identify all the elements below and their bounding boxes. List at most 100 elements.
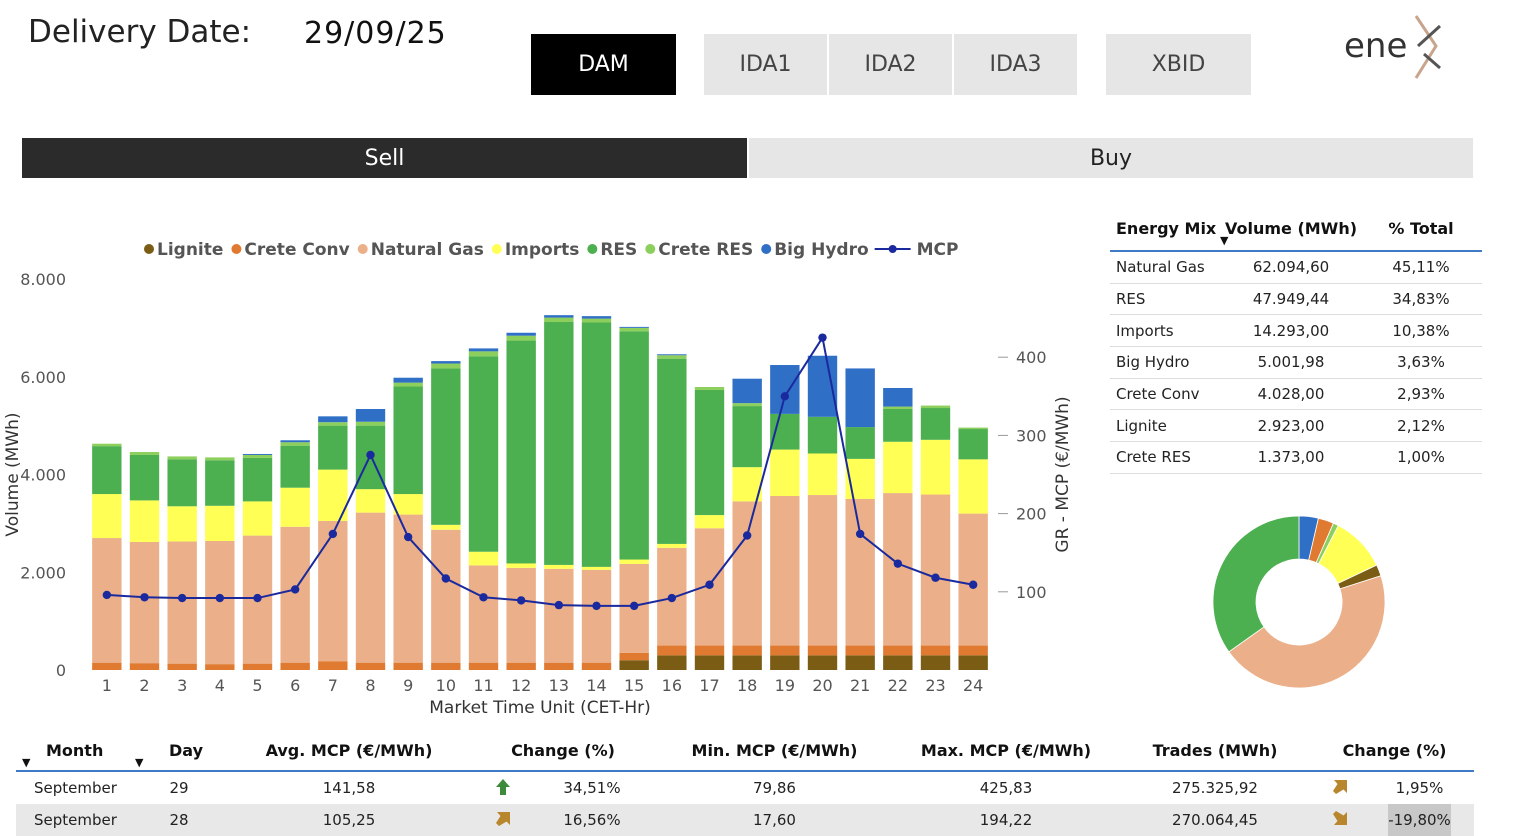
bar-segment-big-hydro[interactable]	[770, 365, 800, 414]
bar-segment-imports[interactable]	[92, 494, 122, 539]
bar-segment-imports[interactable]	[544, 564, 574, 569]
bar-segment-natural-gas[interactable]	[92, 538, 122, 663]
bar-segment-big-hydro[interactable]	[318, 416, 348, 423]
bar-segment-imports[interactable]	[770, 449, 800, 497]
mcp-point[interactable]	[629, 601, 639, 611]
donut-slice-natural-gas[interactable]	[1228, 575, 1386, 689]
bar-segment-crete-res[interactable]	[958, 427, 988, 430]
bar-segment-imports[interactable]	[280, 487, 310, 527]
bar-segment-imports[interactable]	[129, 500, 160, 542]
bar-segment-crete-res[interactable]	[619, 327, 649, 332]
bar-segment-crete-conv[interactable]	[807, 645, 838, 656]
bar-segment-natural-gas[interactable]	[506, 567, 536, 663]
bar-segment-big-hydro[interactable]	[280, 440, 310, 443]
bar-segment-crete-conv[interactable]	[657, 645, 687, 656]
energy-mix-row[interactable]: Natural Gas 62.094,60 45,11%	[1110, 252, 1482, 284]
bar-segment-imports[interactable]	[883, 441, 913, 494]
legend-item[interactable]: Imports	[491, 240, 580, 260]
donut-slice-res[interactable]	[1212, 515, 1300, 653]
market-button-xbid[interactable]: XBID	[1106, 34, 1251, 95]
bar-segment-imports[interactable]	[205, 505, 235, 541]
bar-segment-res[interactable]	[657, 358, 687, 544]
bar-segment-natural-gas[interactable]	[167, 541, 197, 664]
mcp-point[interactable]	[855, 529, 865, 539]
bar-segment-res[interactable]	[506, 340, 536, 564]
day-sort-icon[interactable]: ▼	[135, 756, 144, 769]
bar-segment-res[interactable]	[242, 457, 273, 502]
bar-segment-big-hydro[interactable]	[355, 409, 386, 422]
bar-segment-crete-res[interactable]	[205, 457, 235, 461]
sort-desc-icon[interactable]: ▼	[1220, 234, 1229, 247]
header-max-mcp[interactable]: Max. MCP (€/MWh)	[920, 740, 1092, 760]
bar-segment-natural-gas[interactable]	[807, 495, 838, 646]
bar-segment-lignite[interactable]	[657, 655, 687, 670]
bar-segment-imports[interactable]	[167, 506, 197, 542]
bar-segment-natural-gas[interactable]	[581, 569, 612, 663]
mcp-point[interactable]	[102, 590, 112, 600]
bar-segment-lignite[interactable]	[732, 655, 762, 670]
mcp-point[interactable]	[705, 580, 714, 589]
bar-segment-imports[interactable]	[242, 501, 273, 536]
bar-segment-crete-res[interactable]	[280, 442, 310, 446]
bar-segment-crete-res[interactable]	[581, 318, 612, 323]
mcp-point[interactable]	[818, 333, 827, 342]
mcp-point[interactable]	[441, 574, 451, 583]
bar-segment-crete-conv[interactable]	[431, 662, 461, 670]
bar-segment-lignite[interactable]	[958, 655, 988, 670]
mcp-point[interactable]	[516, 596, 526, 605]
bar-segment-crete-conv[interactable]	[958, 645, 988, 656]
bar-segment-natural-gas[interactable]	[770, 496, 800, 646]
energy-mix-row[interactable]: Imports 14.293,00 10,38%	[1110, 315, 1482, 348]
market-button-ida2[interactable]: IDA2	[829, 34, 952, 95]
bar-segment-crete-conv[interactable]	[544, 662, 574, 670]
bar-segment-lignite[interactable]	[920, 655, 951, 670]
bar-segment-natural-gas[interactable]	[318, 520, 348, 662]
bar-segment-crete-conv[interactable]	[205, 664, 235, 670]
bar-segment-res[interactable]	[431, 368, 461, 525]
bar-segment-crete-res[interactable]	[242, 454, 273, 458]
bar-segment-big-hydro[interactable]	[732, 378, 762, 404]
bar-segment-natural-gas[interactable]	[431, 529, 461, 663]
bar-segment-crete-conv[interactable]	[355, 662, 386, 670]
legend-item[interactable]: RES	[587, 240, 637, 260]
bar-segment-imports[interactable]	[506, 563, 536, 568]
bar-segment-crete-res[interactable]	[468, 351, 499, 357]
bar-segment-res[interactable]	[883, 409, 913, 442]
bar-segment-res[interactable]	[694, 389, 725, 516]
bar-segment-crete-conv[interactable]	[167, 663, 197, 670]
bar-segment-natural-gas[interactable]	[205, 540, 235, 665]
bar-segment-crete-res[interactable]	[657, 355, 687, 359]
mcp-point[interactable]	[177, 593, 187, 603]
bar-segment-crete-conv[interactable]	[770, 645, 800, 656]
bar-segment-imports[interactable]	[657, 543, 687, 548]
bar-segment-crete-res[interactable]	[393, 382, 423, 387]
bar-segment-res[interactable]	[619, 331, 649, 560]
bar-segment-crete-res[interactable]	[732, 403, 762, 407]
bar-segment-res[interactable]	[468, 356, 499, 552]
bar-segment-res[interactable]	[958, 429, 988, 460]
mcp-point[interactable]	[968, 580, 978, 589]
energy-mix-row[interactable]: Lignite 2.923,00 2,12%	[1110, 410, 1482, 443]
header-pct-total[interactable]: % Total	[1388, 218, 1454, 238]
bar-segment-big-hydro[interactable]	[506, 332, 536, 336]
bar-segment-big-hydro[interactable]	[883, 387, 913, 407]
bar-segment-crete-conv[interactable]	[393, 662, 423, 670]
bar-segment-crete-conv[interactable]	[619, 652, 649, 661]
bar-segment-res[interactable]	[920, 408, 951, 440]
bar-segment-natural-gas[interactable]	[129, 541, 160, 664]
bar-segment-big-hydro[interactable]	[393, 377, 423, 383]
bar-segment-natural-gas[interactable]	[920, 494, 951, 646]
header-avg-mcp[interactable]: Avg. MCP (€/MWh)	[265, 740, 433, 760]
bar-segment-lignite[interactable]	[694, 655, 725, 670]
bar-segment-big-hydro[interactable]	[845, 368, 875, 428]
header-trades-change[interactable]: Change (%)	[1342, 740, 1447, 760]
market-button-ida1[interactable]: IDA1	[704, 34, 827, 95]
bar-segment-res[interactable]	[129, 454, 160, 501]
bar-segment-imports[interactable]	[431, 524, 461, 530]
mcp-point[interactable]	[554, 600, 564, 610]
bar-segment-crete-res[interactable]	[92, 443, 122, 447]
bar-segment-res[interactable]	[318, 425, 348, 470]
bar-segment-res[interactable]	[92, 446, 122, 495]
buy-tab[interactable]: Buy	[749, 138, 1473, 178]
bar-segment-crete-conv[interactable]	[920, 645, 951, 656]
